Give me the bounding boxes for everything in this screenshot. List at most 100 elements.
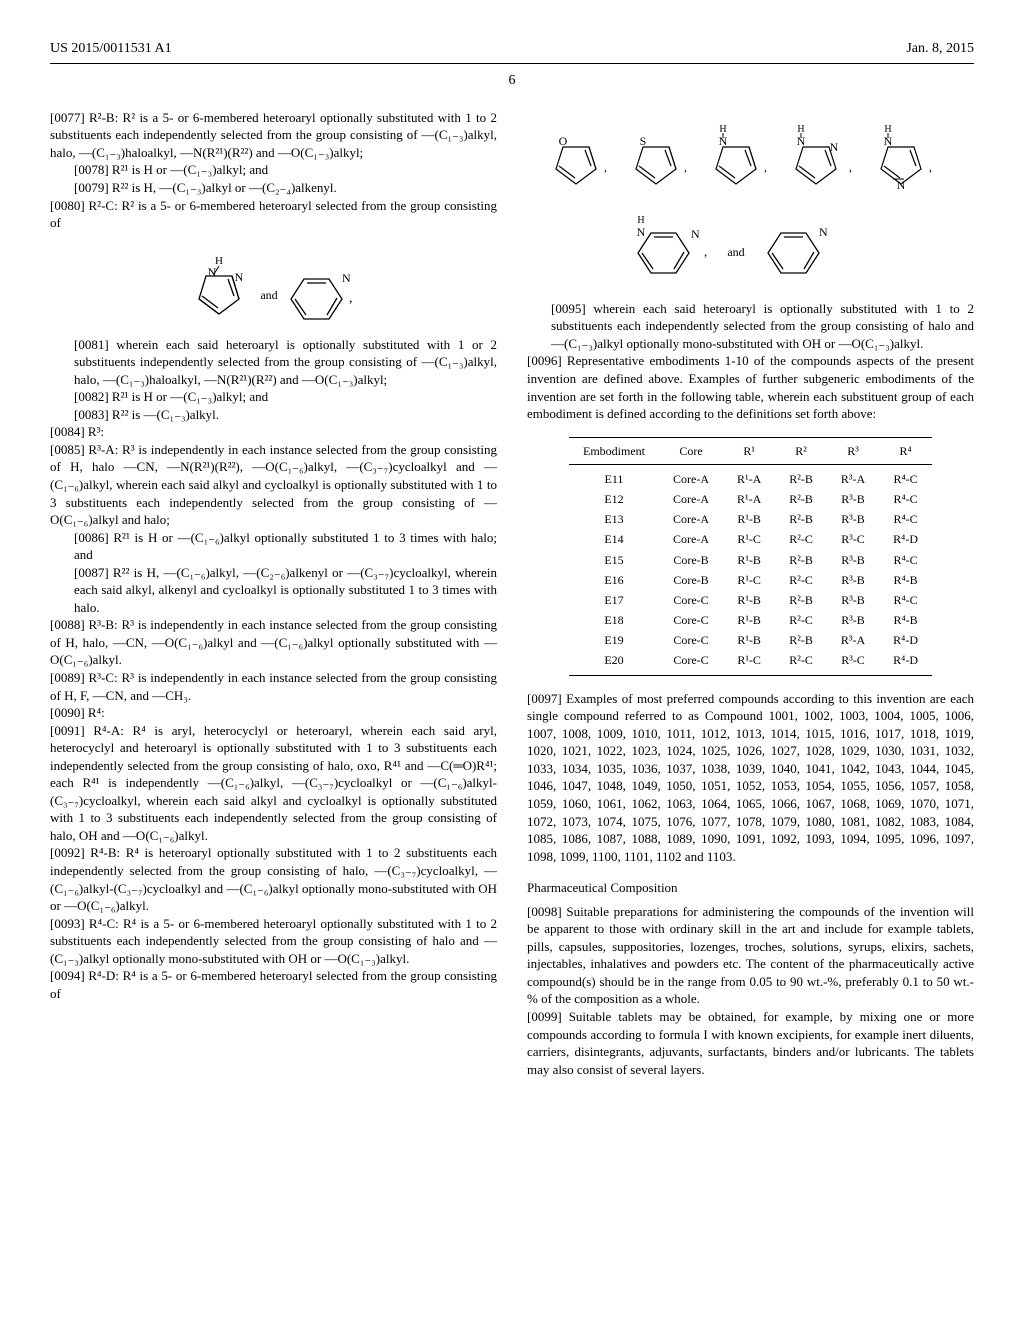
page-number: 6	[50, 72, 974, 91]
table-cell: E20	[569, 650, 659, 675]
atom-n-pym2: N	[691, 227, 700, 241]
col-core: Core	[659, 437, 723, 464]
para-0095: [0095] wherein each said heteroaryl is o…	[527, 300, 974, 353]
atom-o: O	[558, 134, 567, 148]
table-cell: R¹-B	[723, 630, 775, 650]
table-cell: E18	[569, 610, 659, 630]
para-0094: [0094] R⁴-D: R⁴ is a 5- or 6-membered he…	[50, 967, 497, 1002]
table-cell: R²-B	[775, 550, 827, 570]
atom-n-im2: N	[896, 178, 905, 192]
atom-n-pz2: N	[829, 140, 838, 154]
atom-s: S	[639, 134, 646, 148]
table-cell: R⁴-D	[879, 529, 932, 549]
table-cell: R³-A	[827, 630, 879, 650]
table-cell: R⁴-D	[879, 630, 932, 650]
para-0086: [0086] R²¹ is H or —(C₁₋₆)alkyl optional…	[50, 529, 497, 564]
svg-text:,: ,	[604, 160, 607, 174]
table-header-row: Embodiment Core R¹ R² R³ R⁴	[569, 437, 932, 464]
table-cell: R³-A	[827, 464, 879, 489]
page-header: US 2015/0011531 A1 Jan. 8, 2015	[50, 40, 974, 64]
table-cell: R¹-A	[723, 489, 775, 509]
para-0085: [0085] R³-A: R³ is independently in each…	[50, 441, 497, 529]
para-0087: [0087] R²² is H, —(C₁₋₆)alkyl, —(C₂₋₆)al…	[50, 564, 497, 617]
svg-text:,: ,	[849, 160, 852, 174]
table-cell: Core-C	[659, 630, 723, 650]
table-cell: E14	[569, 529, 659, 549]
table-cell: R³-C	[827, 529, 879, 549]
table-cell: R³-B	[827, 590, 879, 610]
para-0081: [0081] wherein each said heteroaryl is o…	[50, 336, 497, 389]
para-0097: [0097] Examples of most preferred compou…	[527, 690, 974, 865]
table-cell: R¹-B	[723, 590, 775, 610]
table-row: E13Core-AR¹-BR²-BR³-BR⁴-C	[569, 509, 932, 529]
table-cell: R³-B	[827, 550, 879, 570]
para-0082: [0082] R²¹ is H or —(C₁₋₃)alkyl; and	[50, 388, 497, 406]
table-cell: R³-B	[827, 489, 879, 509]
table-cell: Core-A	[659, 509, 723, 529]
table-cell: E17	[569, 590, 659, 610]
table-cell: R¹-B	[723, 509, 775, 529]
para-0091: [0091] R⁴-A: R⁴ is aryl, heterocyclyl or…	[50, 722, 497, 845]
table-cell: R²-C	[775, 650, 827, 675]
table-cell: Core-A	[659, 529, 723, 549]
para-0088: [0088] R³-B: R³ is independently in each…	[50, 616, 497, 669]
chem-structure-pyrimidine-pyridine: N H N , and N	[621, 208, 881, 288]
svg-text:,: ,	[929, 160, 932, 174]
table-cell: R²-B	[775, 489, 827, 509]
col-r1: R¹	[723, 437, 775, 464]
table-cell: Core-C	[659, 650, 723, 675]
atom-n-pyridine: N	[342, 271, 351, 285]
para-0084: [0084] R³:	[50, 423, 497, 441]
atom-h-pym: H	[637, 215, 644, 226]
table-row: E18Core-CR¹-BR²-CR³-BR⁴-B	[569, 610, 932, 630]
svg-text:,: ,	[684, 160, 687, 174]
table-cell: R¹-C	[723, 650, 775, 675]
atom-n2: N	[234, 270, 243, 284]
para-0080: [0080] R²-C: R² is a 5- or 6-membered he…	[50, 197, 497, 232]
table-row: E19Core-CR¹-BR²-BR³-AR⁴-D	[569, 630, 932, 650]
table-cell: R³-C	[827, 650, 879, 675]
table-cell: R²-B	[775, 509, 827, 529]
para-0079: [0079] R²² is H, —(C₁₋₃)alkyl or —(C₂₋₄)…	[50, 179, 497, 197]
col-r2: R²	[775, 437, 827, 464]
table-cell: R⁴-B	[879, 570, 932, 590]
table-cell: R⁴-C	[879, 464, 932, 489]
embodiment-table: Embodiment Core R¹ R² R³ R⁴ E11Core-AR¹-…	[569, 437, 932, 676]
table-cell: R¹-A	[723, 464, 775, 489]
table-cell: Core-B	[659, 550, 723, 570]
table-row: E20Core-CR¹-CR²-CR³-CR⁴-D	[569, 650, 932, 675]
table-cell: R⁴-D	[879, 650, 932, 675]
table-cell: R¹-C	[723, 529, 775, 549]
table-row: E17Core-CR¹-BR²-BR³-BR⁴-C	[569, 590, 932, 610]
table-cell: R²-C	[775, 570, 827, 590]
table-cell: R¹-B	[723, 610, 775, 630]
heading-pharma: Pharmaceutical Composition	[527, 879, 974, 897]
table-cell: R⁴-C	[879, 590, 932, 610]
table-cell: R⁴-C	[879, 509, 932, 529]
para-0098: [0098] Suitable preparations for adminis…	[527, 903, 974, 1008]
col-r4: R⁴	[879, 437, 932, 464]
table-cell: E15	[569, 550, 659, 570]
table-cell: R⁴-C	[879, 489, 932, 509]
table-cell: Core-C	[659, 610, 723, 630]
atom-n-pym1: N	[636, 225, 645, 239]
svg-text:,: ,	[349, 291, 353, 306]
two-column-layout: [0077] R²-B: R² is a 5- or 6-membered he…	[50, 109, 974, 1078]
table-cell: R¹-C	[723, 570, 775, 590]
table-body: E11Core-AR¹-AR²-BR³-AR⁴-CE12Core-AR¹-AR²…	[569, 464, 932, 675]
table-cell: R³-B	[827, 570, 879, 590]
publication-date: Jan. 8, 2015	[906, 40, 974, 59]
svg-text:,: ,	[764, 160, 767, 174]
struct2-and: and	[727, 245, 744, 259]
table-cell: E12	[569, 489, 659, 509]
table-cell: Core-C	[659, 590, 723, 610]
para-0090: [0090] R⁴:	[50, 704, 497, 722]
table-row: E15Core-BR¹-BR²-BR³-BR⁴-C	[569, 550, 932, 570]
struct1-and: and	[260, 288, 277, 302]
table-row: E14Core-AR¹-CR²-CR³-CR⁴-D	[569, 529, 932, 549]
para-0099: [0099] Suitable tablets may be obtained,…	[527, 1008, 974, 1078]
table-cell: E16	[569, 570, 659, 590]
table-cell: E11	[569, 464, 659, 489]
table-row: E16Core-BR¹-CR²-CR³-BR⁴-B	[569, 570, 932, 590]
col-r3: R³	[827, 437, 879, 464]
